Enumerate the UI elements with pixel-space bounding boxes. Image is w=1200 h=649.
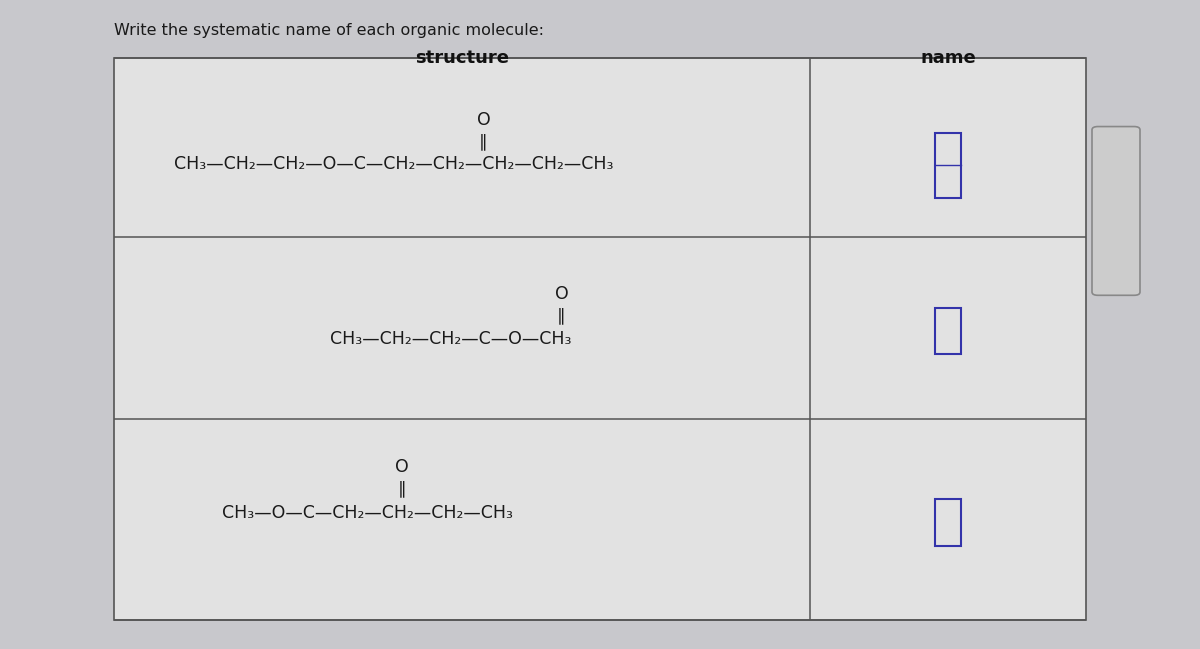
Text: CH₃—CH₂—CH₂—O—C—CH₂—CH₂—CH₂—CH₂—CH₃: CH₃—CH₂—CH₂—O—C—CH₂—CH₂—CH₂—CH₂—CH₃ xyxy=(174,154,613,173)
Text: O: O xyxy=(554,285,569,303)
Bar xyxy=(114,58,1086,620)
Text: structure: structure xyxy=(415,49,509,67)
FancyBboxPatch shape xyxy=(1092,127,1140,295)
Text: ∥: ∥ xyxy=(479,132,488,150)
Text: ∥: ∥ xyxy=(557,306,566,324)
Text: CH₃—O—C—CH₂—CH₂—CH₂—CH₃: CH₃—O—C—CH₂—CH₂—CH₂—CH₃ xyxy=(222,504,514,522)
Text: Write the systematic name of each organic molecule:: Write the systematic name of each organi… xyxy=(114,23,544,38)
Bar xyxy=(935,308,961,354)
Text: O: O xyxy=(395,458,409,476)
Bar xyxy=(935,133,961,198)
Text: ∥: ∥ xyxy=(397,479,407,497)
Text: name: name xyxy=(920,49,976,67)
Bar xyxy=(935,499,961,546)
Text: O: O xyxy=(476,111,491,129)
Text: CH₃—CH₂—CH₂—C—O—CH₃: CH₃—CH₂—CH₂—C—O—CH₃ xyxy=(330,330,571,348)
